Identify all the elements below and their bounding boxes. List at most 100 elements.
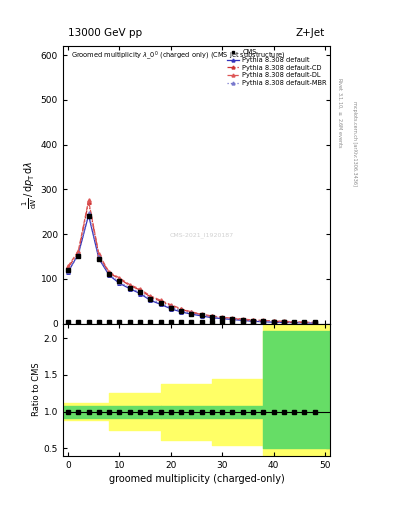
Pythia 8.308 default-MBR [127,285,132,291]
Pythia 8.308 default-CD [169,303,173,309]
Pythia 8.308 default-DL [292,318,296,325]
CMS [281,319,286,325]
Line: Pythia 8.308 default-MBR: Pythia 8.308 default-MBR [66,211,316,325]
Pythia 8.308 default-CD [66,265,70,271]
CMS [158,301,163,307]
Pythia 8.308 default-DL [117,275,122,281]
Pythia 8.308 default [302,320,307,326]
Pythia 8.308 default-DL [281,318,286,325]
Pythia 8.308 default-CD [251,317,255,324]
Pythia 8.308 default-DL [220,314,224,321]
Pythia 8.308 default-CD [148,293,152,300]
Pythia 8.308 default [292,319,296,326]
Pythia 8.308 default-DL [189,309,194,315]
Pythia 8.308 default [261,318,266,325]
Pythia 8.308 default [117,280,122,286]
Pythia 8.308 default [76,251,81,257]
CMS [66,267,70,273]
CMS [312,320,317,326]
Pythia 8.308 default-MBR [86,209,91,216]
Pythia 8.308 default-DL [107,269,112,275]
Pythia 8.308 default-MBR [241,317,245,323]
Pythia 8.308 default-DL [148,293,152,299]
CMS [179,308,184,314]
Pythia 8.308 default-MBR [107,271,112,278]
Text: CMS-2021_I1920187: CMS-2021_I1920187 [170,232,234,238]
Pythia 8.308 default [97,255,101,262]
Pythia 8.308 default-MBR [179,308,184,314]
Pythia 8.308 default-CD [271,318,276,325]
CMS [230,316,235,322]
Line: CMS: CMS [66,215,316,325]
Pythia 8.308 default [220,315,224,322]
Pythia 8.308 default [251,318,255,325]
Pythia 8.308 default-CD [281,318,286,325]
Text: Rivet 3.1.10, $\geq$ 2.6M events: Rivet 3.1.10, $\geq$ 2.6M events [336,77,343,148]
Pythia 8.308 default-MBR [148,296,152,302]
Pythia 8.308 default [127,286,132,292]
Pythia 8.308 default-DL [97,251,101,257]
Pythia 8.308 default [312,320,317,326]
CMS [107,271,112,278]
Pythia 8.308 default-CD [76,250,81,256]
Pythia 8.308 default-DL [199,311,204,317]
Pythia 8.308 default-CD [179,306,184,312]
Pythia 8.308 default [199,313,204,319]
Pythia 8.308 default-DL [271,318,276,324]
CMS [292,319,296,326]
Pythia 8.308 default-DL [66,263,70,269]
Pythia 8.308 default-CD [138,287,142,293]
Text: Z+Jet: Z+Jet [296,28,325,38]
Pythia 8.308 default [230,316,235,323]
CMS [241,317,245,323]
CMS [97,255,101,262]
Pythia 8.308 default-DL [209,313,214,319]
Pythia 8.308 default-DL [179,306,184,312]
Pythia 8.308 default-DL [312,319,317,326]
CMS [189,311,194,317]
Y-axis label: $\frac{1}{\mathrm{d}N}\,/\,\mathrm{d}p_\mathrm{T}\,\mathrm{d}\lambda$: $\frac{1}{\mathrm{d}N}\,/\,\mathrm{d}p_\… [21,161,39,209]
Pythia 8.308 default-DL [251,317,255,323]
Pythia 8.308 default [189,311,194,317]
Pythia 8.308 default [66,269,70,275]
Pythia 8.308 default-MBR [138,289,142,295]
CMS [209,314,214,321]
Pythia 8.308 default-CD [86,199,91,205]
Pythia 8.308 default [86,212,91,218]
CMS [127,285,132,291]
Pythia 8.308 default-DL [230,315,235,321]
CMS [251,318,255,324]
Pythia 8.308 default-DL [76,248,81,254]
Pythia 8.308 default-DL [261,317,266,324]
Pythia 8.308 default-MBR [251,318,255,324]
Pythia 8.308 default-CD [199,311,204,317]
Pythia 8.308 default-MBR [302,319,307,326]
Pythia 8.308 default [138,290,142,296]
CMS [169,305,173,311]
Pythia 8.308 default-MBR [199,312,204,318]
Pythia 8.308 default-MBR [209,314,214,320]
Pythia 8.308 default-MBR [281,319,286,325]
Pythia 8.308 default-CD [209,313,214,319]
Pythia 8.308 default-CD [189,309,194,315]
Text: 13000 GeV pp: 13000 GeV pp [68,28,142,38]
Pythia 8.308 default-CD [261,318,266,324]
Pythia 8.308 default-MBR [230,316,235,322]
CMS [117,278,122,284]
Pythia 8.308 default-DL [169,302,173,308]
Pythia 8.308 default [241,317,245,324]
Pythia 8.308 default-MBR [66,268,70,274]
Pythia 8.308 default-MBR [292,319,296,326]
CMS [261,318,266,325]
Pythia 8.308 default-MBR [261,318,266,325]
CMS [76,253,81,260]
CMS [148,296,152,302]
Pythia 8.308 default-MBR [169,304,173,310]
Pythia 8.308 default-CD [230,315,235,322]
Pythia 8.308 default-CD [241,316,245,323]
Pythia 8.308 default-DL [127,282,132,288]
Pythia 8.308 default-CD [292,319,296,325]
CMS [86,213,91,219]
X-axis label: groomed multiplicity (charged-only): groomed multiplicity (charged-only) [108,474,285,484]
Pythia 8.308 default-MBR [220,315,224,321]
